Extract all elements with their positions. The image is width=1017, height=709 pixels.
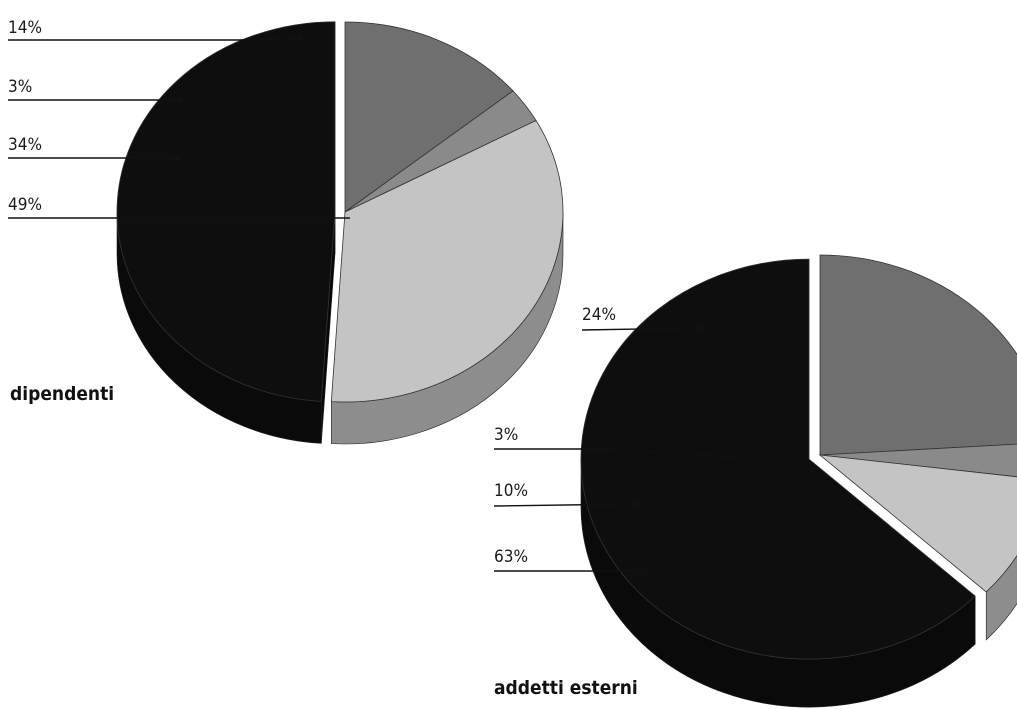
chart-dipendenti: 14% 3% 34% 49% dipendenti xyxy=(8,18,564,445)
slice-label-49pct: 49% xyxy=(8,195,42,215)
pie-slice-0-0 xyxy=(344,21,514,213)
slice-label-24pct: 24% xyxy=(582,305,616,325)
slice-label-14pct: 14% xyxy=(8,18,42,38)
slice-label-34pct: 34% xyxy=(8,135,42,155)
leader-line-24pct xyxy=(581,325,705,331)
leader-line-10pct xyxy=(493,501,641,507)
chart-title-addetti-esterni: addetti esterni xyxy=(494,677,638,699)
slice-label-3pct-b: 3% xyxy=(494,425,518,445)
leader-line-3pct xyxy=(8,97,183,103)
leader-line-14pct xyxy=(8,35,303,41)
chart-title-dipendenti: dipendenti xyxy=(10,383,114,405)
pie-slice-1-2 xyxy=(818,454,1017,593)
pie-slice-1-0 xyxy=(819,254,1017,456)
leader-line-3pct-b xyxy=(494,446,781,461)
pie-slice-1-1 xyxy=(819,443,1017,478)
slice-label-3pct: 3% xyxy=(8,77,32,97)
leader-line-34pct xyxy=(8,155,181,161)
pie-slice-1-3 xyxy=(580,258,976,660)
slice-side-1-2-0 xyxy=(985,555,1017,641)
chart-addetti-esterni: 24% 3% 10% 63% addetti esterni xyxy=(493,254,1017,708)
slice-label-63pct: 63% xyxy=(494,547,528,567)
pie-slice-0-2 xyxy=(330,119,564,403)
slice-label-10pct: 10% xyxy=(494,481,528,501)
